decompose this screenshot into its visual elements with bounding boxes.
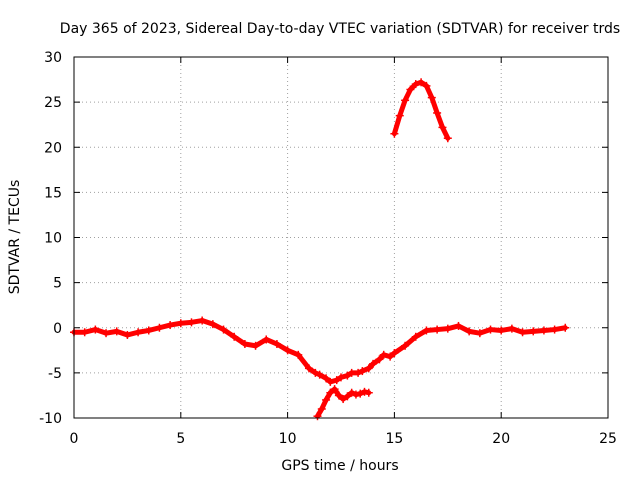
x-tick-label: 10 xyxy=(279,431,297,447)
y-tick-label: -10 xyxy=(39,411,62,427)
y-tick-label: -5 xyxy=(48,366,62,382)
axis-ticks: 0 5 10 15 20 25 -10 -5 0 5 10 15 20 25 30 xyxy=(39,50,617,447)
x-tick-label: 25 xyxy=(599,431,617,447)
y-tick-label: 25 xyxy=(44,95,62,111)
chart-title: Day 365 of 2023, Sidereal Day-to-day VTE… xyxy=(60,21,620,37)
series-line xyxy=(429,95,440,116)
x-tick-label: 20 xyxy=(492,431,510,447)
data-points xyxy=(70,78,570,421)
x-tick-label: 0 xyxy=(70,431,79,447)
x-axis-label: GPS time / hours xyxy=(281,458,398,474)
series-line xyxy=(439,124,451,141)
grid-lines xyxy=(74,57,608,418)
y-tick-label: 10 xyxy=(44,231,62,247)
data-point xyxy=(561,323,570,332)
x-tick-label: 15 xyxy=(385,431,403,447)
series-line xyxy=(434,110,445,130)
y-tick-label: 20 xyxy=(44,140,62,156)
y-axis-label: SDTVAR / TECUs xyxy=(7,180,23,295)
series-line xyxy=(391,113,403,137)
y-tick-label: 5 xyxy=(53,276,62,292)
series-line xyxy=(397,97,408,119)
y-tick-label: 0 xyxy=(53,321,62,337)
y-tick-label: 15 xyxy=(44,185,62,201)
data-point xyxy=(443,134,452,143)
data-point xyxy=(364,388,373,397)
series-line xyxy=(295,352,312,371)
y-tick-label: 30 xyxy=(44,50,62,66)
x-tick-label: 5 xyxy=(176,431,185,447)
